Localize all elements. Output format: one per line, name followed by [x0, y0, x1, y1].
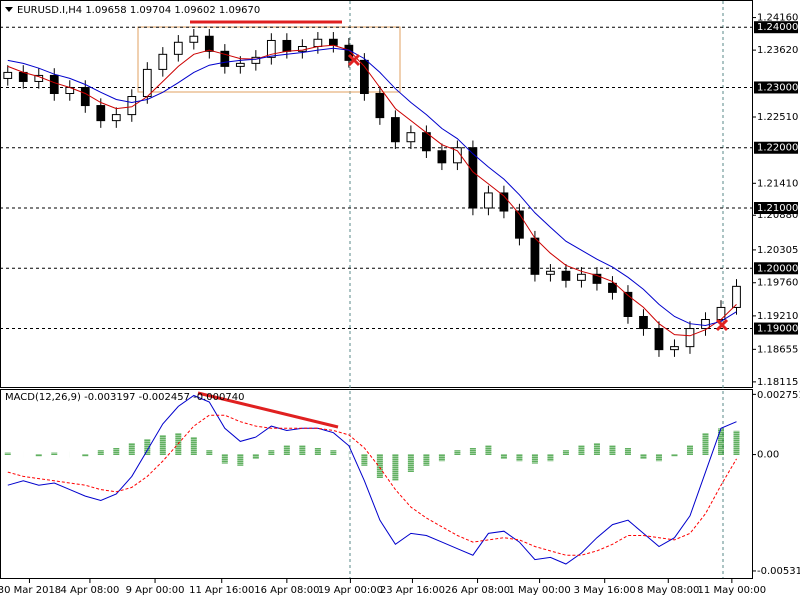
level-label-bg [754, 81, 798, 94]
candle-body [189, 35, 199, 43]
level-label: 1.22000 [757, 143, 798, 154]
level-label: 1.24000 [757, 22, 798, 33]
candle-body [96, 105, 106, 122]
series-line [7, 44, 737, 337]
candle-body [639, 315, 648, 330]
candle-body [546, 270, 555, 275]
candle-body [654, 328, 664, 351]
y-tick-label: 1.24160 [757, 13, 798, 24]
price-pane [0, 0, 753, 388]
candle-body [530, 237, 540, 275]
x-tick-label: 8 May 08:00 [637, 585, 699, 596]
x-tick-label: 16 Apr 08:00 [254, 585, 319, 596]
y-tick-label: 1.19210 [757, 311, 798, 322]
candle-body [561, 270, 571, 281]
level-label: 1.19000 [757, 324, 798, 335]
y-tick-label: 1.18115 [757, 377, 798, 388]
candle-body [142, 68, 152, 98]
candle-body [577, 273, 586, 281]
y-tick-label: -0.005318 [757, 566, 800, 577]
series-line [7, 47, 737, 327]
candle-body [359, 59, 369, 95]
series-line [7, 394, 737, 565]
candle-body [437, 150, 447, 164]
candle-body [3, 71, 13, 79]
y-tick-label: 1.20305 [757, 245, 798, 256]
candle-body [515, 210, 524, 239]
collapse-icon [5, 7, 13, 12]
x-tick-label: 23 Apr 16:00 [380, 585, 445, 596]
candle-body [499, 192, 509, 212]
macd-pane [0, 389, 753, 579]
level-label-bg [754, 322, 798, 335]
candle-body [484, 192, 493, 209]
candle-body [716, 306, 726, 321]
x-tick-label: 11 May 00:00 [698, 585, 767, 596]
candle-body [282, 39, 292, 52]
level-label-bg [754, 141, 798, 154]
signal-cross [715, 318, 729, 332]
candle-body [701, 319, 710, 330]
y-tick-label: 0.00 [757, 450, 779, 461]
candle-body [406, 132, 416, 143]
candle-body [344, 44, 354, 61]
level-label-bg [754, 202, 798, 215]
candle-body [670, 346, 679, 351]
y-tick-label: 1.18655 [757, 344, 798, 355]
x-tick-label: 26 Apr 08:00 [445, 585, 510, 596]
candle-body [158, 53, 168, 70]
chart-title: EURUSD.I,H4 1.09658 1.09704 1.09602 1.09… [17, 5, 260, 16]
candle-body [468, 147, 478, 209]
y-tick-label: 1.21410 [757, 178, 798, 189]
level-label: 1.20000 [757, 263, 798, 274]
candle-body [592, 273, 602, 284]
y-tick-label: 0.002751 [757, 390, 800, 401]
candle-body [375, 93, 385, 119]
candle-body [608, 282, 617, 293]
y-tick-label: 1.19760 [757, 278, 798, 289]
y-tick-label: 1.23620 [757, 45, 798, 56]
candle-body [328, 38, 338, 46]
divergence-line [197, 391, 339, 429]
candle-body [127, 96, 137, 116]
level-label: 1.23000 [757, 82, 798, 93]
y-tick-label: 1.22510 [757, 112, 798, 123]
candle-body [685, 328, 695, 348]
x-tick-label: 30 Mar 2018 [0, 585, 61, 596]
candle-body [266, 39, 276, 58]
level-label-bg [754, 21, 798, 34]
macd-title: MACD(12,26,9) -0.003197 -0.002457 -0.000… [5, 392, 244, 403]
candle-body [80, 86, 90, 107]
candle-body [173, 41, 183, 55]
candle-body [235, 62, 245, 67]
candle-body [251, 56, 261, 64]
x-tick-label: 11 Apr 16:00 [189, 585, 254, 596]
x-tick-label: 9 Apr 00:00 [126, 585, 185, 596]
candle-body [49, 74, 59, 95]
y-tick-label: 1.20880 [757, 210, 798, 221]
level-label: 1.21000 [757, 203, 798, 214]
x-tick-label: 4 Apr 08:00 [61, 585, 120, 596]
candle-body [220, 50, 230, 67]
signal-cross [347, 53, 361, 67]
x-tick-label: 3 May 16:00 [574, 585, 636, 596]
candle-body [732, 285, 741, 308]
candle-body [313, 38, 323, 48]
x-tick-label: 1 May 00:00 [508, 585, 570, 596]
x-tick-label: 19 Apr 00:00 [318, 585, 383, 596]
range-box [137, 26, 401, 93]
candle-body [111, 114, 121, 122]
level-label-bg [754, 262, 798, 275]
candle-body [18, 71, 28, 82]
candle-body [391, 117, 400, 143]
candle-body [204, 35, 214, 52]
candle-body [623, 291, 633, 317]
